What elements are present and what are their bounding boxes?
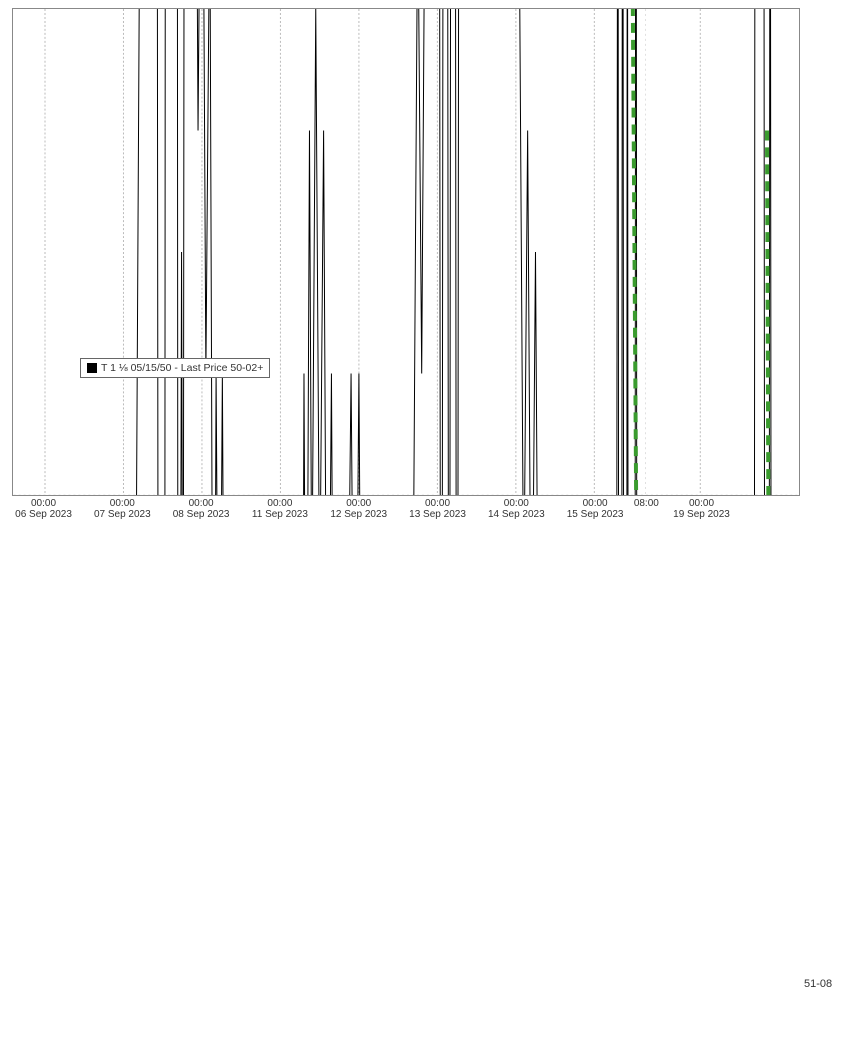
y-tick-label: 51-08 [804, 978, 832, 990]
legend-box: T 1 ⅛ 05/15/50 - Last Price 50-02+ [80, 358, 270, 378]
legend-text: T 1 ⅛ 05/15/50 - Last Price 50-02+ [101, 362, 263, 374]
x-tick-label: 00:0008 Sep 2023 [173, 498, 230, 520]
x-tick-label: 08:00 [634, 498, 659, 509]
x-tick-label: 00:0011 Sep 2023 [252, 498, 308, 520]
x-tick-label: 00:0012 Sep 2023 [330, 498, 387, 520]
x-tick-label: 00:0013 Sep 2023 [409, 498, 466, 520]
overlay-layer [13, 9, 799, 495]
x-tick-label: 00:0015 Sep 2023 [567, 498, 624, 520]
plot-area [12, 8, 800, 496]
x-tick-label: 00:0006 Sep 2023 [15, 498, 72, 520]
legend-swatch [87, 363, 97, 373]
x-axis: 00:0006 Sep 2023 00:0007 Sep 2023 00:0008 … [12, 496, 800, 522]
x-tick-label: 00:0019 Sep 2023 [673, 498, 730, 520]
price-chart: 51-085150-2450-1650-085050-02+ 00:0006 S… [0, 0, 848, 522]
x-tick-label: 00:0007 Sep 2023 [94, 498, 151, 520]
x-tick-label: 00:0014 Sep 2023 [488, 498, 545, 520]
y-axis: 51-085150-2450-1650-085050-02+ [800, 8, 846, 496]
